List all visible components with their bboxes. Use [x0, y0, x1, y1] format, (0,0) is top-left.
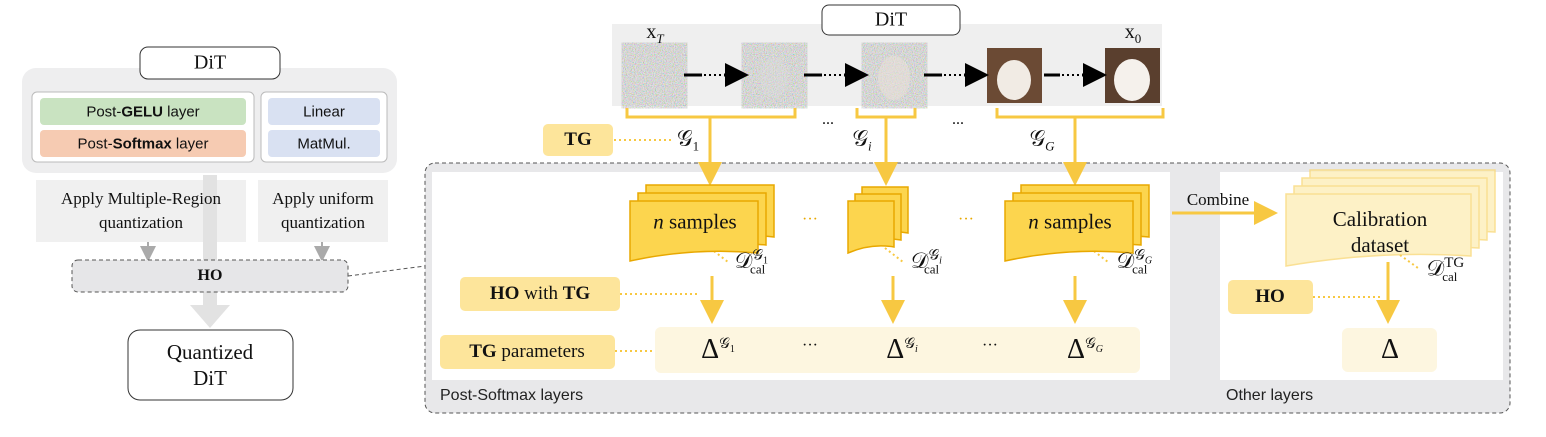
- text: 𝒟: [1426, 255, 1445, 281]
- dit-label: DiT: [193, 51, 227, 74]
- delta-label: Δ𝒢i: [886, 334, 917, 366]
- text: Apply uniform: [272, 189, 374, 208]
- text: G: [1144, 255, 1153, 267]
- x-start: xT: [646, 21, 663, 47]
- text: i: [868, 138, 872, 154]
- text: DiT: [193, 366, 227, 390]
- text: TG: [562, 283, 591, 304]
- text: TG: [1444, 255, 1465, 272]
- text: Δ: [886, 334, 905, 365]
- text: GELU: [121, 103, 163, 121]
- text: 𝒢: [752, 247, 764, 264]
- text: quantization: [98, 213, 184, 232]
- dots: ···: [802, 211, 818, 228]
- delta-label: Δ𝒢1: [701, 334, 735, 366]
- text: quantization: [280, 213, 366, 232]
- group-label: 𝒢i: [852, 125, 871, 154]
- uniform-label: Apply uniform quantization: [272, 187, 374, 235]
- dit-label: DiT: [874, 8, 908, 31]
- text: 𝒢: [904, 335, 915, 352]
- panel-label: Post-Softmax layers: [440, 387, 584, 404]
- text: 𝒟: [910, 247, 929, 273]
- text: G: [1045, 138, 1055, 154]
- text: Softmax: [112, 135, 172, 153]
- matmul-label: MatMul.: [297, 135, 351, 153]
- tg-label: TG: [564, 129, 592, 150]
- calibration-label: Calibration dataset: [1333, 206, 1427, 258]
- text: layer: [163, 103, 200, 121]
- panel-label: Other layers: [1226, 387, 1314, 404]
- text: samples: [663, 209, 737, 234]
- ellipsis: ...: [952, 111, 964, 128]
- text: parameters: [496, 341, 585, 362]
- text: Calibration: [1332, 207, 1428, 231]
- dataset-label: 𝒟𝒢ical: [910, 247, 942, 278]
- text: samples: [1038, 209, 1112, 234]
- text: HO: [489, 283, 520, 304]
- text: Δ: [1067, 334, 1086, 365]
- samples-label: n samples: [653, 210, 736, 235]
- text: layer: [171, 135, 209, 153]
- ho-label: HO: [197, 267, 223, 284]
- text: G: [1095, 343, 1103, 355]
- text: cal: [923, 261, 940, 277]
- text: with: [519, 283, 563, 304]
- ellipsis: ...: [822, 111, 834, 128]
- text: Δ: [701, 334, 720, 365]
- dots: ···: [958, 211, 974, 228]
- text: 1: [763, 255, 769, 267]
- dots: ···: [802, 337, 818, 354]
- text: 𝒢: [852, 125, 869, 151]
- text: 𝒢: [928, 247, 940, 264]
- group-label: 𝒢1: [677, 125, 699, 154]
- text: i: [939, 255, 942, 267]
- text: n: [1028, 209, 1039, 234]
- ho-label: HO: [1255, 286, 1285, 307]
- text: Post-: [86, 103, 122, 121]
- text: TG: [469, 341, 497, 362]
- text: n: [653, 209, 664, 234]
- combine-label: Combine: [1186, 190, 1250, 209]
- text: cal: [1442, 268, 1458, 284]
- text: 𝒢: [1134, 247, 1145, 264]
- ho-with-tg: HO with TG: [490, 283, 590, 305]
- delta-label: Δ: [1380, 334, 1400, 365]
- dataset-label: 𝒟𝒢Gcal: [1116, 247, 1152, 278]
- text: 1: [729, 343, 735, 355]
- tg-parameters: TG parameters: [469, 341, 585, 363]
- dots: ···: [982, 337, 998, 354]
- dataset-label: 𝒟TGcal: [1426, 255, 1465, 285]
- text: dataset: [1350, 233, 1410, 257]
- samples-label: n samples: [1028, 210, 1111, 235]
- delta-label: Δ𝒢G: [1067, 334, 1103, 366]
- text: 𝒢: [676, 125, 693, 151]
- text: cal: [1132, 261, 1148, 277]
- text: 𝒟: [734, 247, 753, 273]
- text: T: [656, 31, 664, 46]
- text: cal: [750, 261, 766, 277]
- text: 1: [692, 138, 700, 154]
- text: 𝒢: [719, 335, 730, 352]
- text: i: [914, 343, 918, 355]
- quantized-dit-label: Quantized DiT: [167, 339, 253, 391]
- text: Quantized: [166, 340, 254, 364]
- text: 𝒢: [1085, 335, 1096, 352]
- text: 𝒢: [1029, 125, 1046, 151]
- dataset-label: 𝒟𝒢1cal: [734, 247, 769, 278]
- text: 0: [1134, 31, 1142, 46]
- text: Post-: [77, 135, 113, 153]
- x-end: x0: [1125, 21, 1142, 47]
- group-label: 𝒢G: [1029, 125, 1054, 154]
- text: Apply Multiple-Region: [60, 189, 222, 208]
- text: x: [646, 21, 657, 43]
- text: x: [1124, 21, 1135, 43]
- linear-label: Linear: [303, 103, 345, 121]
- text: 𝒟: [1116, 247, 1135, 273]
- post-softmax-label: Post-Softmax layer: [78, 136, 209, 153]
- post-gelu-label: Post-GELU layer: [86, 104, 199, 121]
- multi-region-label: Apply Multiple-Region quantization: [61, 187, 221, 235]
